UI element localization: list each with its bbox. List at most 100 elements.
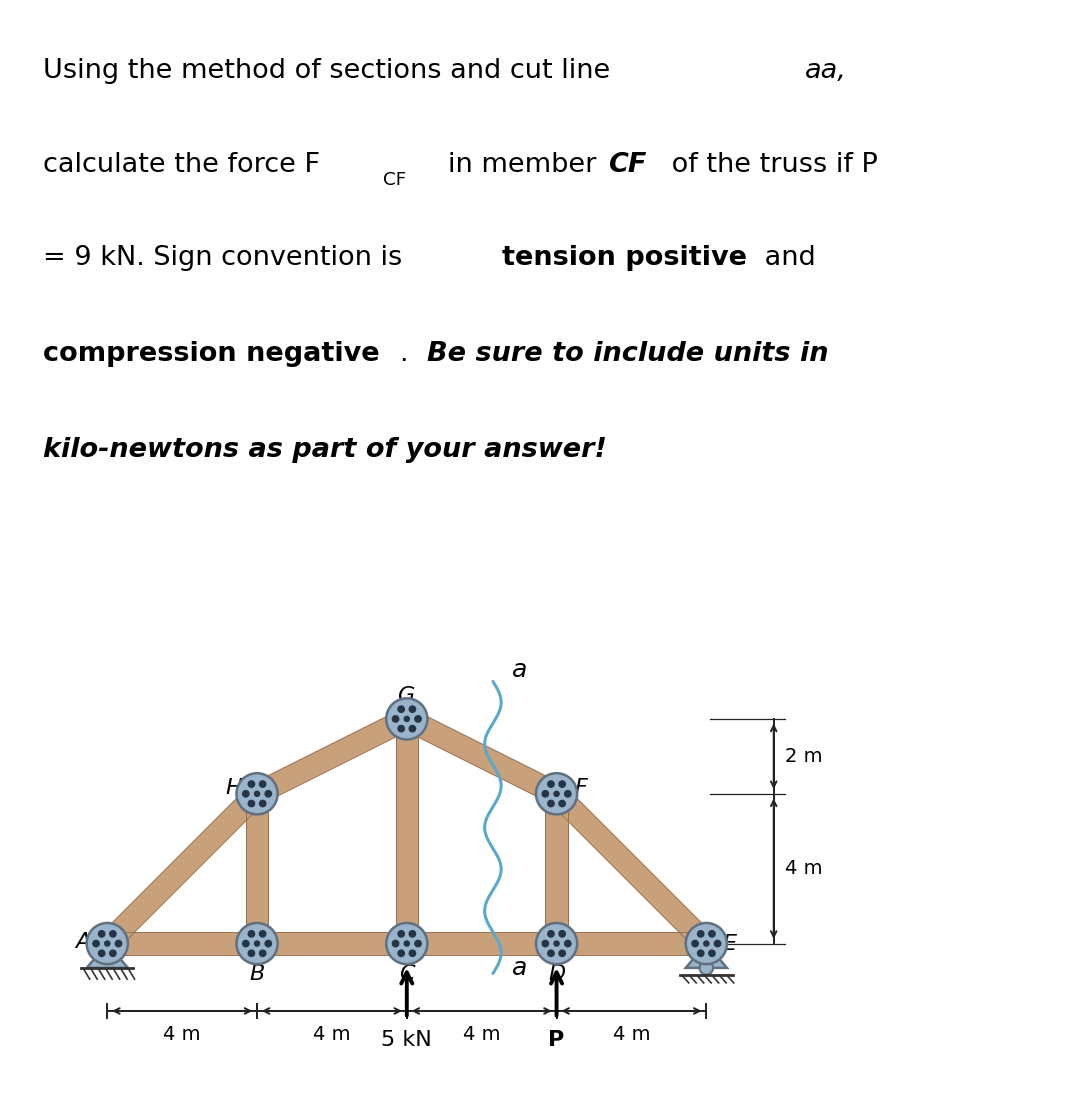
Text: F: F bbox=[575, 778, 588, 798]
Circle shape bbox=[392, 716, 399, 722]
Circle shape bbox=[415, 716, 421, 722]
Text: P: P bbox=[549, 1030, 565, 1050]
Circle shape bbox=[259, 781, 266, 787]
Circle shape bbox=[559, 781, 565, 787]
Text: 5 kN: 5 kN bbox=[381, 1030, 432, 1050]
Circle shape bbox=[98, 950, 105, 956]
Text: CF: CF bbox=[383, 171, 407, 189]
Circle shape bbox=[409, 706, 416, 713]
Circle shape bbox=[708, 931, 715, 937]
Text: aa,: aa, bbox=[805, 58, 847, 85]
Polygon shape bbox=[556, 932, 706, 955]
Text: 4 m: 4 m bbox=[313, 1026, 351, 1044]
Text: tension positive: tension positive bbox=[502, 245, 747, 271]
Circle shape bbox=[399, 726, 404, 732]
Circle shape bbox=[542, 791, 549, 797]
Circle shape bbox=[392, 940, 399, 946]
Circle shape bbox=[265, 791, 271, 797]
Circle shape bbox=[692, 940, 699, 946]
Circle shape bbox=[399, 706, 404, 713]
Circle shape bbox=[548, 781, 554, 787]
Polygon shape bbox=[402, 709, 562, 804]
Polygon shape bbox=[246, 794, 268, 943]
Circle shape bbox=[536, 773, 577, 815]
Text: 4 m: 4 m bbox=[163, 1026, 201, 1044]
Circle shape bbox=[248, 931, 255, 937]
Circle shape bbox=[404, 941, 409, 946]
Circle shape bbox=[708, 950, 715, 956]
Polygon shape bbox=[407, 932, 556, 955]
Circle shape bbox=[387, 698, 428, 740]
Circle shape bbox=[536, 923, 577, 964]
Text: E: E bbox=[723, 933, 737, 953]
Circle shape bbox=[248, 781, 255, 787]
Polygon shape bbox=[86, 943, 127, 968]
Circle shape bbox=[110, 931, 116, 937]
Circle shape bbox=[554, 941, 559, 946]
Circle shape bbox=[714, 940, 720, 946]
Circle shape bbox=[243, 940, 249, 946]
Circle shape bbox=[409, 726, 416, 732]
Circle shape bbox=[237, 773, 278, 815]
Circle shape bbox=[98, 931, 105, 937]
Circle shape bbox=[248, 950, 255, 956]
Circle shape bbox=[415, 940, 421, 946]
Polygon shape bbox=[545, 794, 568, 943]
Circle shape bbox=[548, 931, 554, 937]
Circle shape bbox=[265, 940, 271, 946]
Circle shape bbox=[554, 792, 559, 796]
Polygon shape bbox=[107, 932, 257, 955]
Text: and: and bbox=[756, 245, 815, 271]
Text: C: C bbox=[399, 964, 415, 984]
Text: of the truss if P: of the truss if P bbox=[663, 152, 878, 178]
Circle shape bbox=[399, 950, 404, 956]
Text: B: B bbox=[249, 964, 265, 984]
Text: Using the method of sections and cut line: Using the method of sections and cut lin… bbox=[43, 58, 619, 85]
Polygon shape bbox=[252, 709, 411, 804]
Circle shape bbox=[93, 940, 99, 946]
Text: in member: in member bbox=[448, 152, 605, 178]
Text: 4 m: 4 m bbox=[785, 859, 823, 878]
Circle shape bbox=[404, 716, 409, 721]
Polygon shape bbox=[246, 794, 268, 943]
Circle shape bbox=[686, 923, 727, 964]
Circle shape bbox=[259, 931, 266, 937]
Text: G: G bbox=[399, 686, 416, 706]
Circle shape bbox=[548, 800, 554, 807]
Text: Be sure to include units in: Be sure to include units in bbox=[427, 341, 828, 367]
Circle shape bbox=[565, 791, 571, 797]
Text: .: . bbox=[400, 341, 417, 367]
Polygon shape bbox=[395, 719, 418, 943]
Circle shape bbox=[110, 950, 116, 956]
Circle shape bbox=[409, 950, 416, 956]
Text: A: A bbox=[76, 932, 91, 952]
Circle shape bbox=[387, 923, 428, 964]
Text: = 9 kN. Sign convention is: = 9 kN. Sign convention is bbox=[43, 245, 411, 271]
Circle shape bbox=[243, 791, 249, 797]
Circle shape bbox=[248, 800, 255, 807]
Circle shape bbox=[542, 940, 549, 946]
Polygon shape bbox=[257, 932, 407, 955]
Text: a: a bbox=[512, 956, 527, 979]
Text: kilo-newtons as part of your answer!: kilo-newtons as part of your answer! bbox=[43, 437, 607, 463]
Circle shape bbox=[86, 923, 127, 964]
Text: CF: CF bbox=[608, 152, 647, 178]
Text: 2 m: 2 m bbox=[785, 747, 823, 766]
Circle shape bbox=[559, 931, 565, 937]
Text: 4 m: 4 m bbox=[463, 1026, 500, 1044]
Circle shape bbox=[255, 792, 259, 796]
Circle shape bbox=[116, 940, 122, 946]
Text: a: a bbox=[512, 658, 527, 682]
Text: compression negative: compression negative bbox=[43, 341, 380, 367]
Circle shape bbox=[704, 941, 708, 946]
Circle shape bbox=[105, 941, 110, 946]
Polygon shape bbox=[549, 786, 714, 952]
Circle shape bbox=[698, 931, 704, 937]
Text: D: D bbox=[548, 964, 565, 984]
Circle shape bbox=[237, 923, 278, 964]
Circle shape bbox=[559, 950, 565, 956]
Circle shape bbox=[559, 800, 565, 807]
Text: 4 m: 4 m bbox=[612, 1026, 650, 1044]
Circle shape bbox=[259, 950, 266, 956]
Polygon shape bbox=[686, 943, 727, 968]
